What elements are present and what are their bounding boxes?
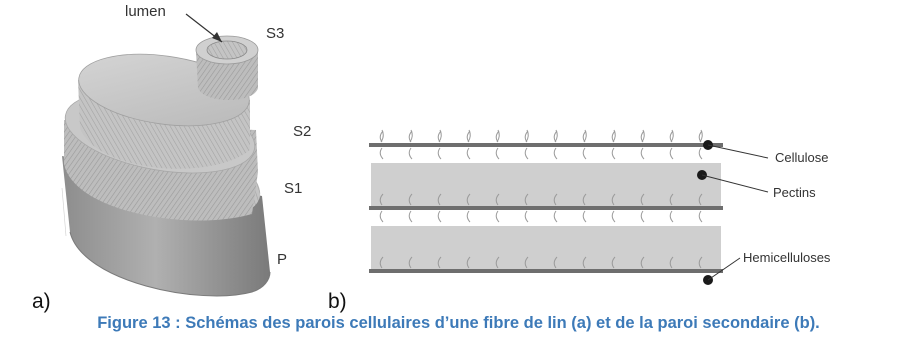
label-pectins: Pectins <box>773 185 816 200</box>
lumen-arrowhead <box>212 32 222 42</box>
hemicellulose-strand <box>437 256 442 269</box>
hemicellulose-strand <box>408 256 413 269</box>
hemicellulose-strand <box>698 210 703 223</box>
cellulose-callout-line <box>707 144 769 159</box>
hemicellulose-strand <box>669 193 674 206</box>
hemicellulose-strand <box>524 147 529 160</box>
hemicellulose-strand <box>437 193 442 206</box>
hemicellulose-strand <box>466 193 471 206</box>
label-hemicelluloses: Hemicelluloses <box>743 250 831 265</box>
hemicellulose-strand <box>553 210 558 223</box>
hemicellulose-strand <box>524 256 529 269</box>
hemicellulose-strand <box>641 129 645 143</box>
hemicellulose-strand <box>466 147 471 160</box>
hemicellulose-strand <box>669 256 674 269</box>
hemicellulose-strand <box>553 256 558 269</box>
hemicellulose-strand <box>640 147 645 160</box>
hemicellulose-strand <box>582 210 587 223</box>
label-p: P <box>277 251 287 268</box>
hemicellulose-strand <box>525 129 529 143</box>
hemicellulose-strand <box>467 129 471 143</box>
hemicellulose-strand <box>408 147 413 160</box>
hemicellulose-strand <box>554 129 558 143</box>
hemicellulose-strand <box>466 256 471 269</box>
hemicellulose-strand <box>437 147 442 160</box>
secondary-wall-schematic <box>369 129 769 285</box>
hemicellulose-strand <box>669 147 674 160</box>
hemicellulose-strand <box>553 147 558 160</box>
hemicellulose-strand <box>409 129 413 143</box>
hemicellulose-strand <box>553 193 558 206</box>
hemicellulose-strand <box>640 193 645 206</box>
hemicellulose-strand <box>379 256 384 269</box>
hemicellulose-strand <box>496 129 500 143</box>
hemicellulose-strand <box>670 129 674 143</box>
hemicellulose-strand <box>582 256 587 269</box>
hemicellulose-strand <box>408 193 413 206</box>
hemicellulose-strand <box>495 256 500 269</box>
hemicellulose-strand <box>379 147 384 160</box>
hemicellulose-strand <box>379 210 384 223</box>
label-s2: S2 <box>293 123 311 140</box>
hemicellulose-strand <box>611 210 616 223</box>
hemicellulose-strands <box>379 129 703 269</box>
hemicellulose-strand <box>611 193 616 206</box>
label-s1: S1 <box>284 180 302 197</box>
label-lumen: lumen <box>125 3 166 20</box>
hemicellulose-strand <box>495 210 500 223</box>
hemicellulose-strand <box>698 256 703 269</box>
panel-a-letter: a) <box>32 290 51 313</box>
layer-s3 <box>195 35 259 100</box>
lumen-opening <box>206 40 248 60</box>
hemicellulose-strand <box>380 129 384 143</box>
hemicellulose-strand <box>611 147 616 160</box>
hemicellulose-strand <box>582 193 587 206</box>
pectins-callout-line <box>701 174 769 193</box>
hemicellulose-strand <box>524 193 529 206</box>
hemicellulose-strand <box>379 193 384 206</box>
fiber-wall-3d <box>61 13 271 297</box>
panel-b-letter: b) <box>328 290 347 313</box>
hemicellulose-strand <box>699 129 703 143</box>
hemicellulose-strand <box>495 147 500 160</box>
hemicellulose-strand <box>408 210 413 223</box>
hemicellulose-strand <box>524 210 529 223</box>
hemicellulose-strand <box>611 256 616 269</box>
pectin-block-lower <box>371 226 721 270</box>
hemicellulose-strand <box>437 210 442 223</box>
hemicellulose-strand <box>438 129 442 143</box>
pectin-block-upper <box>371 163 721 207</box>
figure-caption: Figure 13 : Schémas des parois cellulair… <box>97 314 820 332</box>
hemicellulose-strand <box>582 147 587 160</box>
hemicellulose-strand <box>583 129 587 143</box>
hemicellulose-strand <box>640 210 645 223</box>
hemicelluloses-callout-line <box>707 257 741 281</box>
hemicellulose-strand <box>495 193 500 206</box>
hemicellulose-strand <box>698 147 703 160</box>
hemicellulose-strand <box>466 210 471 223</box>
hemicellulose-strand <box>640 256 645 269</box>
label-s3: S3 <box>266 25 284 42</box>
hemicellulose-strand <box>669 210 674 223</box>
label-cellulose: Cellulose <box>775 150 828 165</box>
hemicellulose-strand <box>698 193 703 206</box>
hemicellulose-strand <box>612 129 616 143</box>
figure-diagram: lumen S3 S2 S1 P a) Cellulose Pectins He… <box>32 3 831 313</box>
